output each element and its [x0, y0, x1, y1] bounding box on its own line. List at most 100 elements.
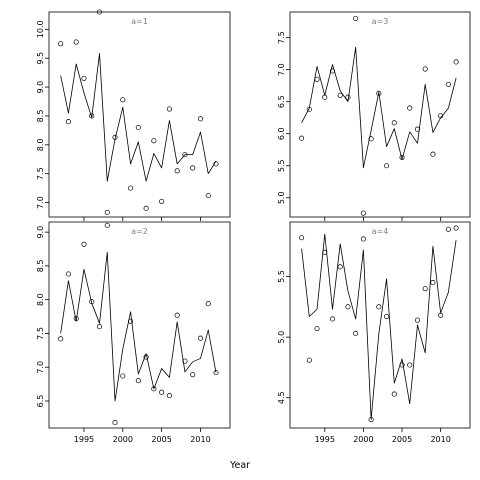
- data-point: [128, 185, 134, 191]
- data-point: [414, 317, 421, 323]
- y-tick-label: 9.0: [36, 226, 45, 239]
- x-tick-label: 2000: [353, 435, 373, 444]
- data-point: [414, 126, 421, 132]
- y-tick-label: 4.5: [277, 391, 286, 404]
- data-point: [345, 94, 351, 100]
- panel-3: a=2 6.5 7.0 7.5 8.0 8.5 9.0 1995 2000 2005 2010: [36, 221, 231, 444]
- data-point: [182, 358, 188, 364]
- data-point: [399, 362, 405, 368]
- panel-title: a=1: [131, 17, 148, 26]
- data-point: [197, 335, 204, 341]
- x-axis-label: Year: [229, 460, 250, 471]
- data-point: [205, 301, 211, 307]
- y-tick-label: 5.5: [277, 159, 286, 172]
- data-point: [166, 393, 172, 399]
- fitted-line: [301, 233, 457, 420]
- panel-frame: [48, 11, 231, 218]
- data-point: [306, 357, 312, 363]
- data-point: [128, 318, 134, 324]
- data-point: [306, 106, 312, 112]
- data-point: [151, 386, 157, 392]
- data-point: [329, 316, 336, 322]
- x-tick-label: 2005: [151, 435, 171, 444]
- data-point: [197, 116, 204, 122]
- data-point: [190, 165, 196, 171]
- data-point: [430, 280, 436, 286]
- data-point: [174, 168, 180, 174]
- data-point: [345, 304, 351, 310]
- data-point: [453, 225, 459, 231]
- x-tick-label: 2010: [190, 435, 210, 444]
- y-tick-label: 7.5: [277, 31, 286, 44]
- y-tick-label: 10.0: [36, 20, 45, 38]
- panel-4: a=4 4.5 5.0 5.5 1995 2000 2005 2010: [277, 221, 471, 444]
- data-point: [190, 372, 196, 378]
- data-point: [329, 68, 336, 74]
- data-point: [453, 59, 459, 65]
- data-point: [384, 313, 390, 320]
- data-point: [384, 163, 390, 169]
- data-point: [445, 81, 451, 87]
- data-point: [299, 135, 305, 141]
- data-point: [399, 154, 405, 160]
- data-point: [58, 336, 64, 342]
- y-tick-label: 6.0: [277, 127, 286, 140]
- panel-2: a=3 5.0 5.5 6.0 6.5 7.0 7.5: [277, 11, 471, 221]
- data-point: [407, 105, 413, 111]
- data-point: [213, 161, 219, 167]
- data-point: [438, 312, 444, 318]
- data-point: [422, 286, 428, 292]
- data-point: [65, 271, 71, 277]
- y-tick-label: 8.5: [36, 110, 45, 123]
- y-tick-label: 8.5: [36, 260, 45, 273]
- data-point: [368, 136, 374, 142]
- x-tick-label: 2000: [113, 435, 133, 444]
- data-point: [81, 241, 87, 247]
- data-point: [438, 113, 444, 119]
- data-point: [112, 420, 118, 426]
- panel-frame: [289, 11, 471, 218]
- panel-1: a=1 7.0 7.5 8.0 8.5 9.0 9.5 10.0: [36, 9, 231, 221]
- data-point: [322, 94, 328, 100]
- data-point: [205, 193, 211, 199]
- data-point: [322, 249, 328, 255]
- data-point: [337, 264, 343, 270]
- data-point: [89, 299, 95, 305]
- y-tick-label: 9.5: [36, 52, 45, 65]
- data-point: [96, 9, 103, 15]
- data-point: [143, 205, 149, 211]
- y-tick-label: 9.0: [36, 81, 45, 94]
- data-point: [376, 304, 382, 310]
- data-point: [213, 370, 219, 376]
- y-tick-label: 7.0: [36, 361, 45, 374]
- x-tick-label: 1995: [315, 435, 335, 444]
- data-point: [151, 138, 157, 144]
- y-tick-label: 5.0: [277, 191, 286, 204]
- data-point: [120, 373, 126, 379]
- data-point: [314, 326, 320, 332]
- data-point: [299, 235, 305, 241]
- panel-title: a=2: [131, 227, 148, 236]
- data-point: [360, 236, 366, 242]
- data-point: [159, 389, 165, 395]
- data-point: [135, 378, 141, 384]
- panel-title: a=3: [372, 17, 389, 26]
- data-point: [407, 362, 413, 368]
- data-point: [391, 120, 397, 126]
- data-point: [89, 113, 95, 119]
- data-point: [314, 76, 320, 82]
- y-tick-label: 6.5: [36, 395, 45, 408]
- data-point: [360, 210, 366, 216]
- data-point: [112, 134, 118, 140]
- data-point: [120, 97, 126, 103]
- fitted-line: [301, 46, 457, 169]
- data-point: [104, 209, 110, 215]
- data-point: [135, 124, 141, 131]
- y-tick-label: 5.5: [277, 270, 286, 283]
- data-point: [81, 75, 87, 81]
- data-point: [391, 391, 397, 397]
- x-tick-label: 2005: [392, 435, 412, 444]
- data-point: [445, 226, 451, 232]
- data-point: [337, 92, 343, 98]
